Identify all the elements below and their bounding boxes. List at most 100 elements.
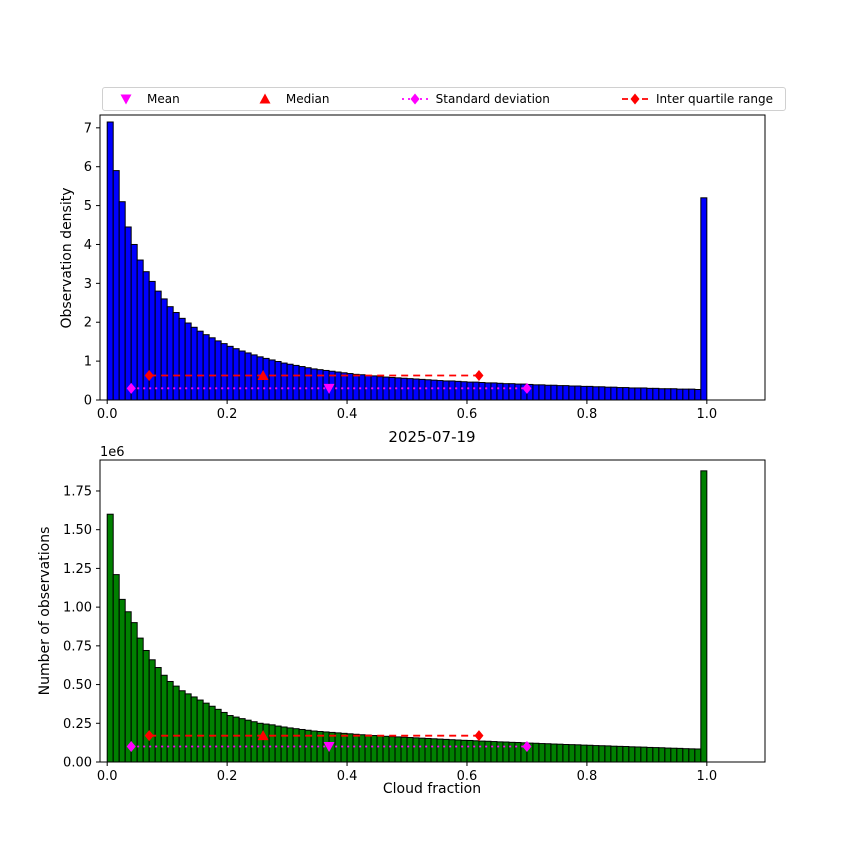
y-tick-label: 1.75 bbox=[63, 484, 92, 499]
histogram-bar bbox=[694, 389, 702, 401]
histogram-bar bbox=[118, 598, 126, 763]
y-tick-label: 0.00 bbox=[63, 756, 92, 771]
y-tick-label: 3 bbox=[84, 277, 92, 292]
counts-histogram-plot: 0.0 0.2 0.4 0.6 0.8 1.0 0.00 0.25 0.50 0.75 1.00 1.… bbox=[63, 459, 766, 784]
histogram-bar bbox=[484, 740, 492, 763]
histogram-bar bbox=[394, 736, 402, 763]
histogram-bar bbox=[634, 746, 642, 763]
histogram-bar bbox=[568, 385, 576, 401]
y-tick-label: 1.50 bbox=[63, 523, 92, 538]
x-tick-label: 0.0 bbox=[97, 769, 118, 784]
histogram-bar bbox=[472, 381, 480, 401]
histogram-bar bbox=[160, 298, 168, 401]
histogram-bar bbox=[286, 727, 294, 763]
histogram-bar bbox=[106, 513, 114, 763]
histogram-bar bbox=[640, 746, 648, 763]
histogram-bar bbox=[124, 611, 132, 763]
histogram-bar bbox=[112, 574, 120, 763]
histogram-bar bbox=[118, 201, 126, 401]
histogram-bar bbox=[196, 330, 204, 401]
y-tick-label: 0.25 bbox=[63, 717, 92, 732]
median-marker bbox=[257, 370, 269, 381]
x-tick-label: 1.0 bbox=[696, 769, 717, 784]
histogram-bar bbox=[664, 747, 672, 763]
histogram-bar bbox=[442, 738, 450, 763]
histogram-bar bbox=[694, 748, 702, 763]
mean-legend-glyph bbox=[120, 94, 132, 105]
histogram-bar bbox=[340, 732, 348, 763]
histogram-bar bbox=[244, 719, 252, 763]
histogram-bar bbox=[688, 748, 696, 763]
histogram-bar bbox=[430, 738, 438, 763]
histogram-bar bbox=[640, 387, 648, 401]
histogram-bar bbox=[136, 637, 144, 763]
histogram-bar bbox=[676, 747, 684, 763]
histogram-bar bbox=[226, 715, 234, 763]
histogram-bar bbox=[604, 745, 612, 763]
histogram-bar bbox=[400, 736, 408, 763]
mean-marker-icon bbox=[120, 94, 132, 105]
x-tick-label: 0.8 bbox=[577, 769, 598, 784]
histogram-bar bbox=[226, 345, 234, 401]
histogram-bar bbox=[124, 226, 132, 401]
histogram-bar bbox=[154, 290, 162, 401]
histogram-bar bbox=[166, 680, 174, 763]
histogram-bar bbox=[532, 742, 540, 763]
histogram-bar bbox=[358, 374, 366, 401]
histogram-bar bbox=[130, 622, 138, 763]
histogram-bar bbox=[160, 674, 168, 763]
iqr-left-diamond bbox=[144, 730, 154, 742]
histogram-bar bbox=[286, 363, 294, 401]
histogram-bar bbox=[646, 746, 654, 763]
histogram-bar bbox=[208, 705, 216, 763]
y-tick-label: 1.25 bbox=[63, 562, 92, 577]
histogram-bar bbox=[538, 384, 546, 401]
histogram-bar bbox=[406, 737, 414, 763]
histogram-bar bbox=[334, 732, 342, 763]
histogram-bar bbox=[454, 380, 462, 401]
histogram-bar bbox=[274, 725, 282, 763]
iqr-legend-glyph bbox=[630, 93, 640, 105]
median-legend-glyph bbox=[259, 93, 271, 104]
histogram-bar bbox=[502, 383, 510, 401]
histogram-bar bbox=[646, 387, 654, 401]
iqr-marker-icon bbox=[622, 93, 649, 105]
legend-item-iqr: Inter quartile range bbox=[620, 91, 773, 107]
histogram-bar bbox=[466, 381, 474, 401]
histogram-bar bbox=[682, 388, 690, 401]
histogram-bar bbox=[292, 364, 300, 401]
y-tick-label: 1.00 bbox=[63, 601, 92, 616]
histogram-bar bbox=[244, 352, 252, 401]
legend: Mean Median Standard deviation Inter quarti… bbox=[102, 87, 786, 111]
histogram-bar bbox=[436, 380, 444, 401]
x-tick-label: 0.6 bbox=[457, 407, 478, 422]
histogram-bar bbox=[190, 696, 198, 763]
histogram-bar bbox=[538, 743, 546, 763]
histogram-bar bbox=[580, 744, 588, 763]
histogram-bar bbox=[634, 387, 642, 401]
histogram-bar bbox=[496, 382, 504, 401]
histogram-bar bbox=[478, 740, 486, 763]
histogram-bar bbox=[664, 388, 672, 401]
histogram-bar bbox=[256, 722, 264, 763]
legend-item-std: Standard deviation bbox=[400, 91, 550, 107]
std-right-diamond bbox=[522, 382, 532, 394]
histogram-bar bbox=[340, 372, 348, 401]
histogram-bar bbox=[220, 711, 228, 763]
histogram-bar bbox=[346, 733, 354, 763]
x-tick-label: 0.2 bbox=[217, 769, 238, 784]
histogram-bar bbox=[142, 649, 150, 763]
histogram-bar bbox=[490, 741, 498, 763]
histogram-bar bbox=[418, 378, 426, 401]
std-marker-icon bbox=[401, 93, 428, 105]
histogram-bar bbox=[262, 723, 270, 763]
y-tick-label: 0.75 bbox=[63, 639, 92, 654]
histogram-bar bbox=[688, 388, 696, 401]
bottom-plot-title: 2025-07-19 bbox=[388, 428, 476, 446]
histogram-bar bbox=[178, 690, 186, 763]
axes-frame bbox=[99, 114, 766, 401]
legend-item-median: Median bbox=[250, 91, 330, 107]
histogram-bar bbox=[412, 378, 420, 401]
histogram-bar bbox=[502, 741, 510, 763]
